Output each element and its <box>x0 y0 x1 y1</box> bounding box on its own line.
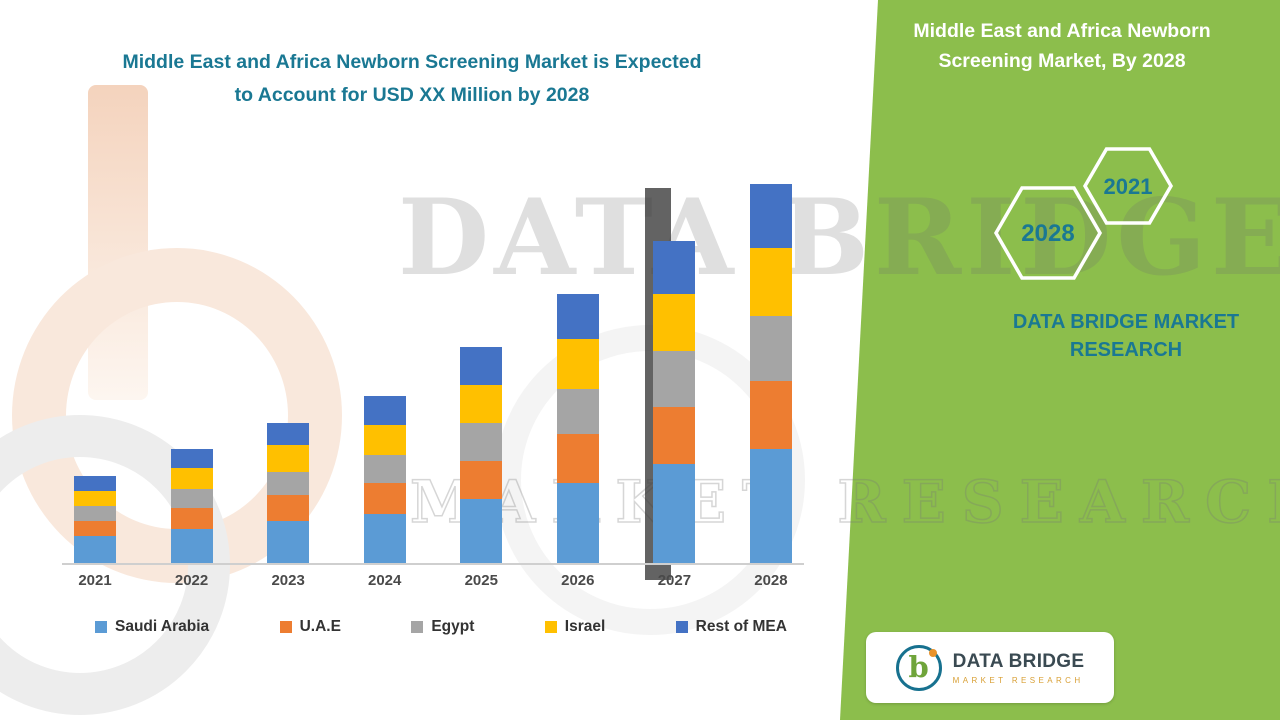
chart-title-line-1: Middle East and Africa Newborn Screening… <box>122 51 702 73</box>
bar-segment-2022-rest-of-mea <box>170 449 213 469</box>
legend-marker-icon <box>544 621 557 633</box>
logo-brand-subtitle: MARKET RESEARCH <box>952 675 1084 685</box>
x-axis-label-2025: 2025 <box>464 572 498 589</box>
bar-2026 <box>556 293 599 563</box>
legend-item-israel: Israel <box>544 618 606 636</box>
bar-2025 <box>460 346 503 563</box>
legend-label: U.A.E <box>299 618 341 635</box>
panel-brand-text: DATA BRIDGE MARKET RESEARCH <box>1012 311 1240 361</box>
x-axis-label-2028: 2028 <box>754 572 788 589</box>
bar-segment-2021-egypt <box>74 506 116 522</box>
legend-marker-icon <box>279 621 292 633</box>
legend-item-saudi-arabia: Saudi Arabia <box>95 618 209 636</box>
legend-label: Rest of MEA <box>695 618 787 635</box>
legend-label: Egypt <box>431 618 475 635</box>
chart-legend: Saudi Arabia U.A.E Egypt Israel Rest of MEA <box>95 618 787 636</box>
legend-marker-icon <box>675 621 688 633</box>
bar-segment-2026-israel <box>556 339 599 389</box>
x-axis-label-2024: 2024 <box>368 572 402 589</box>
plot-area <box>62 178 804 565</box>
brand-logo-icon: b <box>895 644 942 691</box>
bar-segment-2024-saudi-arabia <box>363 513 406 563</box>
bar-2021 <box>74 475 116 563</box>
chart-title-line-2: to Account for USD XX Million by 2028 <box>234 84 590 107</box>
legend-marker-icon <box>411 621 424 633</box>
bar-segment-2022-egypt <box>170 489 213 508</box>
bar-segment-2025-saudi-arabia <box>460 498 503 563</box>
green-side-panel <box>840 0 1280 720</box>
bar-segment-2021-israel <box>74 490 116 507</box>
x-axis-label-2026: 2026 <box>561 572 595 589</box>
bar-segment-2024-israel <box>363 424 406 455</box>
bar-segment-2021-saudi-arabia <box>74 536 116 563</box>
hexagon-2028-outline <box>993 186 1103 280</box>
logo-card: b DATA BRIDGE MARKET RESEARCH <box>866 632 1114 703</box>
bar-segment-2025-rest-of-mea <box>460 346 503 385</box>
bar-segment-2028-israel <box>749 248 792 317</box>
hexagon-2028-label: 2028 <box>1021 220 1074 247</box>
legend-item-egypt: Egypt <box>411 618 474 636</box>
hexagon-2021-outline <box>1082 147 1174 225</box>
x-axis-label-2021: 2021 <box>78 572 112 589</box>
logo-text-block: DATA BRIDGE MARKET RESEARCH <box>953 651 1085 685</box>
bar-segment-2022-u-a-e <box>170 508 213 529</box>
bar-segment-2028-u-a-e <box>749 380 792 450</box>
bar-segment-2027-egypt <box>653 350 696 408</box>
x-axis-label-2027: 2027 <box>657 572 692 589</box>
bar-2028 <box>749 183 792 563</box>
bar-segment-2028-saudi-arabia <box>749 449 792 563</box>
bar-segment-2025-israel <box>460 384 503 423</box>
bar-segment-2026-u-a-e <box>556 434 599 484</box>
x-axis-label-2023: 2023 <box>271 572 305 589</box>
bar-segment-2023-saudi-arabia <box>267 521 310 563</box>
bar-segment-2023-egypt <box>267 471 310 495</box>
bar-segment-2021-rest-of-mea <box>74 475 116 491</box>
bar-2027 <box>653 240 696 563</box>
bar-2024 <box>363 396 406 563</box>
year-hexagons: 2028 2021 <box>993 147 1174 280</box>
legend-item-u-a-e: U.A.E <box>279 618 341 636</box>
bar-segment-2024-rest-of-mea <box>363 396 406 425</box>
logo-dot-icon <box>928 648 937 657</box>
bar-segment-2028-rest-of-mea <box>749 183 792 249</box>
legend-item-rest-of-mea: Rest of MEA <box>675 618 787 636</box>
legend-label: Israel <box>564 618 606 635</box>
legend-marker-icon <box>95 621 107 633</box>
bar-segment-2026-egypt <box>556 388 599 435</box>
logo-brand-name: DATA BRIDGE <box>952 650 1085 672</box>
bar-segment-2027-israel <box>653 293 696 351</box>
bar-segment-2025-u-a-e <box>460 460 503 499</box>
bar-segment-2023-rest-of-mea <box>267 422 310 446</box>
bar-segment-2022-saudi-arabia <box>170 528 213 563</box>
bar-segment-2027-rest-of-mea <box>653 240 696 294</box>
bar-segment-2026-rest-of-mea <box>556 293 599 340</box>
bar-segment-2027-u-a-e <box>653 407 696 465</box>
bar-segment-2026-saudi-arabia <box>556 483 599 563</box>
bar-segment-2022-israel <box>170 468 213 490</box>
stacked-bar-chart: 2021 2022 2023 2024 2025 2026 2027 2028 <box>62 178 804 589</box>
bar-segment-2028-egypt <box>749 316 792 381</box>
bar-2022 <box>170 449 213 563</box>
bar-segment-2021-u-a-e <box>74 521 116 537</box>
logo-monogram: b <box>908 650 929 684</box>
x-axis-label-2022: 2022 <box>174 572 209 589</box>
bar-segment-2023-israel <box>267 445 310 472</box>
chart-title: Middle East and Africa Newborn Screening… <box>38 46 786 112</box>
bar-2023 <box>267 422 310 563</box>
bar-segment-2027-saudi-arabia <box>653 464 696 563</box>
bar-segment-2024-u-a-e <box>363 483 406 514</box>
hexagon-2021-label: 2021 <box>1104 174 1153 199</box>
bar-segment-2023-u-a-e <box>267 494 310 522</box>
x-axis-labels: 2021 2022 2023 2024 2025 2026 2027 2028 <box>62 572 804 589</box>
panel-title: Middle East and Africa Newborn Screening… <box>913 20 1211 73</box>
bar-segment-2024-egypt <box>363 454 406 484</box>
legend-label: Saudi Arabia <box>115 618 210 635</box>
bar-segment-2025-egypt <box>460 422 503 461</box>
